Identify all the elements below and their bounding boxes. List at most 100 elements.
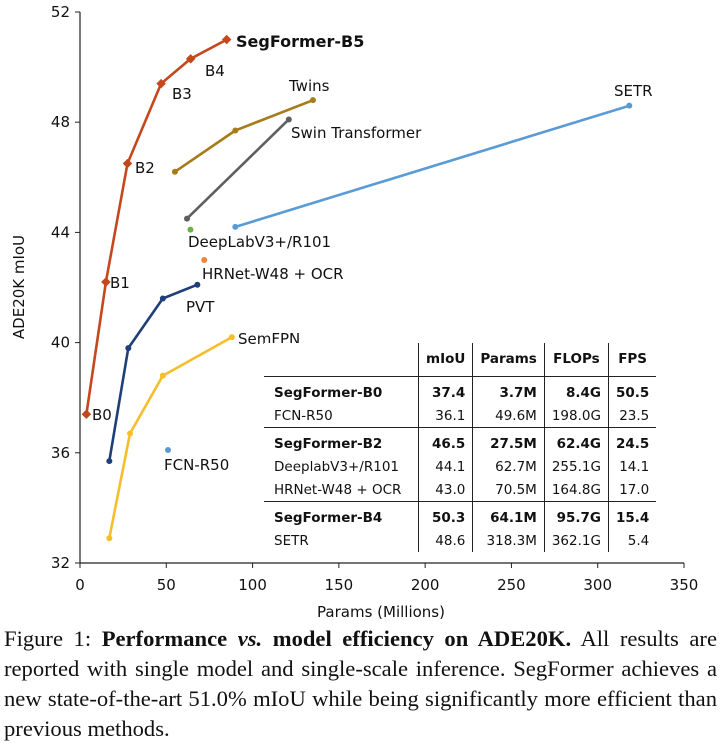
data-point-semfpn <box>106 535 113 542</box>
data-point-twins <box>309 97 316 104</box>
series-twins <box>171 97 316 175</box>
data-point-fcn-r50 <box>165 447 172 454</box>
data-point-pvt <box>194 281 201 288</box>
table-header-miou: mIoU <box>417 343 473 377</box>
table-row: FCN-R50 36.1 49.6M 198.0G 23.5 <box>264 404 657 428</box>
table-cell-flops: 8.4G <box>543 376 609 404</box>
point-label-b3: B3 <box>172 85 192 103</box>
series-label-hrnet: HRNet-W48 + OCR <box>202 265 344 283</box>
point-label-b1: B1 <box>110 274 130 292</box>
data-point-segformer <box>81 409 92 420</box>
series-line-swin-transformer <box>186 118 290 220</box>
table-cell-miou: 37.4 <box>417 376 473 404</box>
table-cell-fps: 50.5 <box>607 376 657 404</box>
x-tick-label: 150 <box>325 576 354 594</box>
table-cell-fps: 23.5 <box>607 404 657 428</box>
chart: 32 36 40 44 48 52 0 50 100 150 200 250 300 350 SegFor… <box>10 3 698 620</box>
data-point-pvt <box>125 345 132 352</box>
table-cell-model: DeeplabV3+/R101 <box>274 458 400 475</box>
point-label-b0: B0 <box>92 406 112 424</box>
x-tick-label: 200 <box>411 576 440 594</box>
data-point-segformer <box>156 78 166 89</box>
series-label-swin: Swin Transformer <box>291 124 422 142</box>
data-point-segformer <box>101 277 111 287</box>
data-point-semfpn <box>127 430 134 437</box>
table-cell-model: HRNet-W48 + OCR <box>274 481 402 498</box>
table-cell-params: 49.6M <box>472 404 545 428</box>
series-label-segformer-b5: SegFormer-B5 <box>236 32 364 51</box>
table-cell-params: 64.1M <box>472 501 545 529</box>
table-row: SETR 48.6 318.3M 362.1G 5.4 <box>264 529 657 552</box>
table-header-model <box>264 343 419 377</box>
data-point-segformer <box>122 158 133 169</box>
table-cell-fps: 5.4 <box>607 529 657 552</box>
data-point-segformer <box>185 53 196 64</box>
label-layer: SegFormer-B5 B4 B3 B2 B1 B0 Twins Swin T… <box>92 32 653 474</box>
series-setr <box>232 102 633 230</box>
table-header-fps: FPS <box>607 343 657 377</box>
figure-caption: Figure 1: Performance vs. model efficien… <box>4 624 717 744</box>
table-cell-flops: 164.8G <box>543 478 609 502</box>
table-cell-miou: 50.3 <box>417 501 473 529</box>
y-axis-label: ADE20K mIoU <box>10 235 28 339</box>
table-cell-params: 62.7M <box>472 455 545 478</box>
x-tick-label: 0 <box>75 576 85 594</box>
series-line-setr <box>234 104 630 229</box>
series-label-pvt: PVT <box>186 298 215 316</box>
data-point-swin-transformer <box>183 215 190 222</box>
y-tick-label: 52 <box>51 3 70 21</box>
series-label-setr: SETR <box>614 82 653 100</box>
series-fcn-r50 <box>165 447 172 454</box>
data-point-twins <box>232 127 239 134</box>
table-header-flops: FLOPs <box>543 343 609 377</box>
data-point-hrnet-w48-ocr <box>201 256 208 263</box>
axes: 32 36 40 44 48 52 0 50 100 150 200 250 300 350 <box>51 3 698 594</box>
table-cell-flops: 362.1G <box>543 529 609 552</box>
series-semfpn <box>106 334 235 542</box>
table-cell-params: 70.5M <box>472 478 545 502</box>
table-cell-miou: 46.5 <box>417 427 473 455</box>
table-cell-flops: 198.0G <box>543 404 609 428</box>
x-tick-label: 350 <box>670 576 699 594</box>
table-cell-miou: 43.0 <box>417 478 473 502</box>
table-row: DeeplabV3+/R101 44.1 62.7M 255.1G 14.1 <box>264 455 657 478</box>
series-line-pvt <box>108 283 198 462</box>
y-tick-label: 48 <box>51 113 70 131</box>
caption-text: All results are reported with single mod… <box>4 626 717 741</box>
data-point-setr <box>626 102 633 109</box>
caption-label: Figure 1: <box>4 626 92 651</box>
table-row: SegFormer-B0 37.4 3.7M 8.4G 50.5 <box>264 376 657 404</box>
point-label-b4: B4 <box>205 62 225 80</box>
data-point-setr <box>232 223 239 230</box>
series-segformer <box>81 34 232 420</box>
table-cell-fps: 24.5 <box>607 427 657 455</box>
series-label-twins: Twins <box>288 77 330 95</box>
y-tick-label: 36 <box>51 444 70 462</box>
caption-vs: vs. <box>237 626 263 651</box>
data-point-segformer <box>221 34 232 45</box>
series-layer <box>81 34 633 542</box>
y-tick-label: 40 <box>51 334 70 352</box>
table-cell-miou: 44.1 <box>417 455 473 478</box>
x-axis-label: Params (Millions) <box>317 603 445 620</box>
x-tick-label: 50 <box>157 576 176 594</box>
table-cell-flops: 95.7G <box>543 501 609 529</box>
table-cell-fps: 14.1 <box>607 455 657 478</box>
table-row: SegFormer-B4 50.3 64.1M 95.7G 15.4 <box>264 501 657 529</box>
table-cell-fps: 17.0 <box>607 478 657 502</box>
table-header-row: mIoU Params FLOPs FPS <box>264 343 657 377</box>
series-pvt <box>106 281 201 465</box>
table-cell-flops: 255.1G <box>543 455 609 478</box>
data-point-pvt <box>159 295 166 302</box>
x-tick-label: 300 <box>583 576 612 594</box>
table-header-params: Params <box>472 343 545 377</box>
x-tick-label: 250 <box>497 576 526 594</box>
series-deeplabv3-r101 <box>187 226 194 233</box>
results-table: mIoU Params FLOPs FPS SegFormer-B0 37.4 … <box>264 343 657 552</box>
table-cell-params: 27.5M <box>472 427 545 455</box>
data-point-semfpn <box>228 334 235 341</box>
series-label-fcn: FCN-R50 <box>164 456 229 474</box>
table-cell-fps: 15.4 <box>607 501 657 529</box>
data-point-swin-transformer <box>285 116 292 123</box>
caption-bold-2: model efficiency on ADE20K. <box>272 626 572 651</box>
